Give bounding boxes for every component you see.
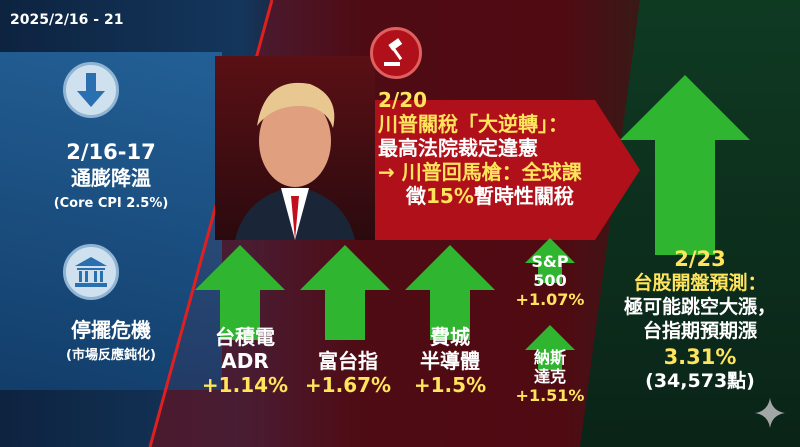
market-sox: 費城 半導體 +1.5% [400, 325, 500, 397]
green-arrow-icon [525, 238, 575, 283]
market-name: 納斯 [533, 348, 566, 367]
market-change: +1.5% [413, 373, 487, 397]
news-line2: 最高法院裁定違憲 [378, 136, 538, 160]
market-name: 500 [533, 271, 567, 291]
news-line4-a: 徵 [406, 184, 426, 208]
market-name: 費城 [430, 325, 470, 349]
market-nasdaq: 納斯 達克 +1.51% [505, 348, 595, 406]
event1-title: 通膨降溫 [71, 166, 151, 190]
green-arrow-icon [525, 325, 575, 370]
sparkle-icon [755, 398, 785, 428]
news-text: 2/20 川普關稅「大逆轉」： 最高法院裁定違憲 → 川普回馬槍：全球課 徵15… [378, 88, 582, 208]
event1-date: 2/16-17 [66, 140, 156, 164]
market-change: +1.67% [304, 373, 392, 397]
trump-photo [215, 56, 375, 240]
news-line4-c: 暫時性關稅 [473, 184, 574, 208]
green-arrow-icon [300, 245, 390, 340]
market-name: S&P [531, 252, 569, 271]
forecast-line1: 極可能跳空大漲， [623, 296, 776, 318]
market-change: +1.14% [201, 373, 289, 397]
news-line1: 川普關稅「大逆轉」： [378, 112, 568, 136]
forecast-pct: 3.31% [663, 344, 737, 369]
market-change: +1.07% [515, 290, 585, 310]
news-date: 2/20 [378, 88, 428, 112]
forecast-line2: 台指期預期漲 [642, 319, 757, 342]
market-name: ADR [221, 349, 269, 373]
market-name: 半導體 [420, 349, 480, 373]
market-change: +1.51% [515, 386, 585, 406]
market-name: 台積電 [215, 325, 275, 349]
event2-sub: (市場反應鈍化) [66, 348, 156, 363]
forecast: 2/23 台股開盤預測： 極可能跳空大漲， 台指期預期漲 3.31% (34,5… [600, 246, 800, 394]
forecast-points: (34,573點) [645, 369, 755, 392]
news-line4: 徵15%暫時性關稅 [378, 184, 582, 208]
news-line4-pct: 15% [426, 184, 474, 208]
down-arrow-icon [63, 62, 119, 118]
date-range: 2025/2/16 - 21 [10, 12, 124, 28]
green-arrow-icon [405, 245, 495, 340]
market-tsmc: 台積電 ADR +1.14% [195, 325, 295, 397]
market-name: 達克 [533, 367, 566, 387]
market-msci-taiwan: 富台指 +1.67% [298, 349, 398, 397]
news-line3: → 川普回馬槍：全球課 [378, 160, 582, 184]
big-green-arrow-icon [620, 75, 750, 255]
event1-sub: (Core CPI 2.5%) [53, 196, 169, 211]
green-arrow-icon [195, 245, 285, 340]
government-building-icon [63, 244, 119, 300]
market-sp500: S&P 500 +1.07% [505, 252, 595, 310]
event2-title: 停擺危機 [71, 318, 151, 342]
news-banner [330, 100, 640, 240]
forecast-date: 2/23 [674, 247, 726, 271]
forecast-title: 台股開盤預測： [633, 272, 767, 295]
market-name: 富台指 [318, 349, 378, 373]
gavel-icon [370, 27, 422, 79]
